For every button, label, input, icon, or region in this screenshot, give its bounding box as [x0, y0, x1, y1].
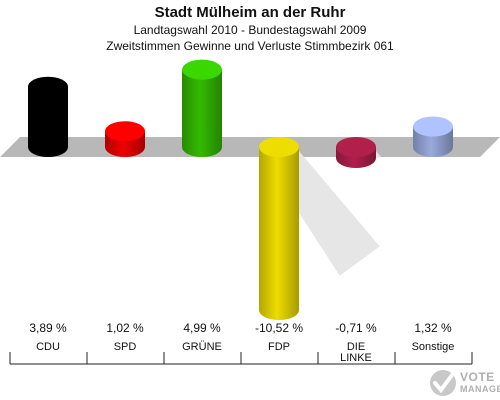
bar-grüne [182, 59, 222, 157]
value-label: 4,99 % [183, 321, 221, 335]
chart-title: Stadt Mülheim an der Ruhr [154, 4, 346, 21]
value-label: 1,32 % [414, 321, 452, 335]
chart-subtitle-district: Zweitstimmen Gewinne und Verluste Stimmb… [106, 39, 394, 53]
category-label: CDU [36, 341, 60, 353]
bar-sonstige [413, 116, 453, 157]
category-label: Sonstige [412, 341, 455, 353]
bar-spd [105, 121, 145, 157]
bar-die-linke [336, 137, 376, 169]
bar-cdu [28, 76, 68, 157]
chart-subtitle-election: Landtagswahl 2010 - Bundestagswahl 2009 [133, 23, 367, 37]
value-label: 1,02 % [106, 321, 144, 335]
value-label: -0,71 % [335, 321, 377, 335]
checkmark-logo-icon [430, 370, 456, 396]
bar-fdp [259, 137, 299, 321]
value-label: 3,89 % [29, 321, 67, 335]
category-label: DIE [347, 341, 365, 353]
category-label: FDP [268, 341, 290, 353]
value-label: -10,52 % [255, 321, 303, 335]
logo-text: VOTE [460, 370, 495, 384]
logo-subtext: MANAGER [460, 384, 500, 394]
category-label: SPD [114, 341, 137, 353]
category-label: GRÜNE [182, 341, 222, 353]
vote-manager-logo: VOTE MANAGER [428, 366, 500, 400]
category-label: LINKE [340, 352, 372, 364]
